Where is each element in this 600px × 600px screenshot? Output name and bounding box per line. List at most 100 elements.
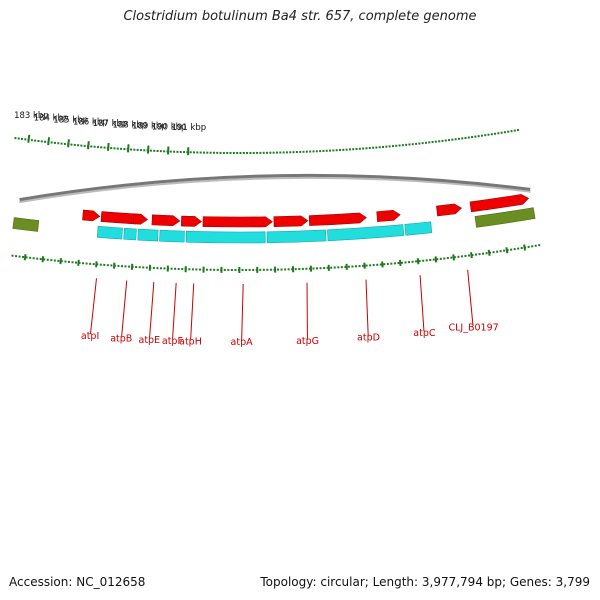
tick-dot [34,139,37,142]
tick-dot [199,151,202,154]
tick-dot [408,261,411,264]
tick-dot [342,148,345,151]
tick-dot [63,142,66,145]
tick-dot [299,150,302,153]
tick-dot [348,148,351,151]
tick-dot [262,268,265,271]
tick-dot [499,250,502,253]
tick-dot [269,268,272,271]
tick-mark [77,259,80,266]
gene-callout-line [419,275,425,332]
tick-dot [195,268,198,271]
tick-dot [259,151,262,154]
tick-dot [330,266,333,269]
tick-dot [92,263,95,266]
tick-dot [295,151,298,154]
tick-dot [77,144,80,147]
tick-dot [70,143,73,146]
tick-dot [30,139,33,142]
gene-callout-line [190,283,195,340]
tick-dot [135,266,138,269]
tick-dot [14,137,17,140]
kbp-label: 183 kbp [14,111,49,121]
tick-dot [329,149,332,152]
tick-dot [113,147,116,150]
tick-dot [123,148,126,151]
cds-arrow [202,216,273,228]
tick-dot [212,151,215,154]
tick-dot [421,142,424,145]
tick-dot [177,267,180,270]
tick-dot [365,264,368,267]
tick-dot [351,265,354,268]
tick-dot [418,260,421,263]
tick-dot [236,151,239,154]
major-tick [127,144,130,153]
tick-dot [474,135,477,138]
tick-dot [29,256,32,259]
tick-dot [130,148,133,151]
tick-dot [282,151,285,154]
tick-dot [494,132,497,135]
map-title: Clostridium botulinum Ba4 str. 657, comp… [123,9,477,24]
tick-dot [266,151,269,154]
tick-dot [401,144,404,147]
tick-dot [305,150,308,153]
tick-dot [305,267,308,270]
tick-dot [292,151,295,154]
tick-dot [531,245,534,248]
tick-dot [78,261,81,264]
tick-dot [453,256,456,259]
tick-dot [242,151,245,154]
backbone-shadow [19,177,531,204]
tick-dot [136,148,139,151]
tick-dot [219,151,222,154]
tick-dot [110,147,113,150]
tick-dot [50,259,53,262]
kbp-label: 191 kbp [171,123,206,133]
tick-mark [23,254,27,261]
tick-dot [500,131,503,134]
tick-dot [298,268,301,271]
kbp-label: 189 kbp [132,122,167,132]
tick-dot [507,130,510,133]
tick-dot [325,149,328,152]
tick-dot [386,262,389,265]
tick-dot [234,268,237,271]
tick-dot [354,265,357,268]
tick-dot [454,138,457,141]
tick-dot [425,259,428,262]
tick-dot [213,268,216,271]
tick-mark [505,247,509,254]
tick-dot [534,244,537,247]
tick-dot [461,137,464,140]
tick-dot [408,143,411,146]
tick-dot [229,151,232,154]
tick-dot [398,144,401,147]
tick-dot [422,259,425,262]
tick-dot [415,260,418,263]
tick-mark [41,256,45,263]
tick-dot [40,140,43,143]
tick-dot [444,139,447,142]
tick-dot [301,267,304,270]
tick-dot [510,248,513,251]
tick-dot [319,150,322,153]
major-tick [67,139,70,148]
tick-dot [216,268,219,271]
cds-arrow [436,203,462,217]
gene-block [327,224,405,242]
kbp-label: 186 kbp [73,117,108,127]
tick-dot [480,134,483,137]
gene-block [96,226,123,240]
tick-dot [316,267,319,270]
gene-callout-line [365,279,369,336]
tick-dot [338,149,341,152]
tick-dot [395,144,398,147]
gene-callout-line [172,282,177,339]
tick-dot [37,139,40,142]
tick-dot [400,261,403,264]
tick-dot [266,268,269,271]
tick-dot [443,257,446,260]
tick-dot [163,150,166,153]
